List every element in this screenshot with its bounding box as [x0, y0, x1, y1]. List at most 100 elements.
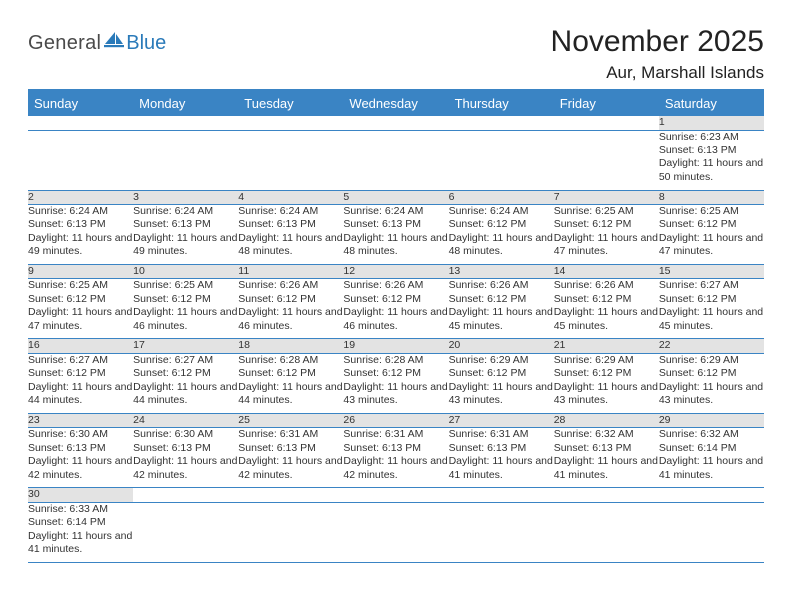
daylight-text: Daylight: 11 hours and 42 minutes.: [28, 455, 133, 482]
day-content-row: Sunrise: 6:24 AMSunset: 6:13 PMDaylight:…: [28, 204, 764, 264]
sunset-text: Sunset: 6:13 PM: [28, 442, 133, 455]
brand-blue-text: Blue: [126, 32, 166, 55]
daynum-row: 2345678: [28, 190, 764, 204]
sunset-text: Sunset: 6:12 PM: [343, 293, 448, 306]
sunrise-text: Sunrise: 6:31 AM: [449, 428, 554, 441]
weekday-header: Sunday: [28, 91, 133, 116]
sunset-text: Sunset: 6:12 PM: [659, 293, 764, 306]
sunset-text: Sunset: 6:12 PM: [28, 367, 133, 380]
weekday-header: Wednesday: [343, 91, 448, 116]
day-cell: Sunrise: 6:25 AMSunset: 6:12 PMDaylight:…: [28, 279, 133, 339]
daynum-row: 16171819202122: [28, 339, 764, 353]
sunrise-text: Sunrise: 6:27 AM: [659, 279, 764, 292]
day-cell: Sunrise: 6:32 AMSunset: 6:14 PMDaylight:…: [659, 428, 764, 488]
day-content-row: Sunrise: 6:33 AMSunset: 6:14 PMDaylight:…: [28, 502, 764, 562]
day-number-cell: 17: [133, 339, 238, 353]
day-cell: Sunrise: 6:25 AMSunset: 6:12 PMDaylight:…: [659, 204, 764, 264]
sunrise-text: Sunrise: 6:28 AM: [343, 354, 448, 367]
day-cell: Sunrise: 6:29 AMSunset: 6:12 PMDaylight:…: [659, 353, 764, 413]
day-number-cell: 6: [449, 190, 554, 204]
day-cell: Sunrise: 6:24 AMSunset: 6:13 PMDaylight:…: [133, 204, 238, 264]
day-number-cell: [659, 488, 764, 502]
sunrise-text: Sunrise: 6:24 AM: [28, 205, 133, 218]
day-cell: [343, 130, 448, 190]
sunset-text: Sunset: 6:12 PM: [449, 218, 554, 231]
weekday-header: Thursday: [449, 91, 554, 116]
title-block: November 2025 Aur, Marshall Islands: [551, 25, 764, 83]
sunrise-text: Sunrise: 6:29 AM: [659, 354, 764, 367]
sunrise-text: Sunrise: 6:29 AM: [554, 354, 659, 367]
day-number-cell: 19: [343, 339, 448, 353]
day-cell: Sunrise: 6:26 AMSunset: 6:12 PMDaylight:…: [554, 279, 659, 339]
daylight-text: Daylight: 11 hours and 46 minutes.: [343, 306, 448, 333]
sunrise-text: Sunrise: 6:27 AM: [133, 354, 238, 367]
day-content-row: Sunrise: 6:27 AMSunset: 6:12 PMDaylight:…: [28, 353, 764, 413]
sunset-text: Sunset: 6:13 PM: [238, 218, 343, 231]
daylight-text: Daylight: 11 hours and 44 minutes.: [28, 381, 133, 408]
calendar-header: Sunday Monday Tuesday Wednesday Thursday…: [28, 91, 764, 116]
daylight-text: Daylight: 11 hours and 46 minutes.: [133, 306, 238, 333]
day-number-cell: [554, 488, 659, 502]
day-number-cell: 7: [554, 190, 659, 204]
sunrise-text: Sunrise: 6:31 AM: [238, 428, 343, 441]
day-cell: Sunrise: 6:27 AMSunset: 6:12 PMDaylight:…: [659, 279, 764, 339]
day-cell: Sunrise: 6:31 AMSunset: 6:13 PMDaylight:…: [238, 428, 343, 488]
sunrise-text: Sunrise: 6:25 AM: [554, 205, 659, 218]
sunset-text: Sunset: 6:12 PM: [449, 367, 554, 380]
day-cell: Sunrise: 6:30 AMSunset: 6:13 PMDaylight:…: [133, 428, 238, 488]
calendar-body: 1Sunrise: 6:23 AMSunset: 6:13 PMDaylight…: [28, 116, 764, 562]
daynum-row: 30: [28, 488, 764, 502]
sunset-text: Sunset: 6:12 PM: [28, 293, 133, 306]
day-number-cell: 1: [659, 116, 764, 130]
day-cell: Sunrise: 6:23 AMSunset: 6:13 PMDaylight:…: [659, 130, 764, 190]
day-number-cell: [449, 116, 554, 130]
day-number-cell: 15: [659, 264, 764, 278]
day-number-cell: [238, 488, 343, 502]
daylight-text: Daylight: 11 hours and 48 minutes.: [238, 232, 343, 259]
day-cell: Sunrise: 6:24 AMSunset: 6:13 PMDaylight:…: [238, 204, 343, 264]
daylight-text: Daylight: 11 hours and 43 minutes.: [449, 381, 554, 408]
day-number-cell: [238, 116, 343, 130]
day-number-cell: [133, 488, 238, 502]
day-cell: Sunrise: 6:33 AMSunset: 6:14 PMDaylight:…: [28, 502, 133, 562]
day-cell: [554, 502, 659, 562]
daylight-text: Daylight: 11 hours and 42 minutes.: [343, 455, 448, 482]
month-title: November 2025: [551, 25, 764, 59]
day-number-cell: 29: [659, 413, 764, 427]
day-number-cell: 12: [343, 264, 448, 278]
day-cell: Sunrise: 6:28 AMSunset: 6:12 PMDaylight:…: [343, 353, 448, 413]
sunset-text: Sunset: 6:13 PM: [554, 442, 659, 455]
day-number-cell: 4: [238, 190, 343, 204]
daynum-row: 9101112131415: [28, 264, 764, 278]
sunset-text: Sunset: 6:13 PM: [659, 144, 764, 157]
sunset-text: Sunset: 6:13 PM: [343, 442, 448, 455]
sunrise-text: Sunrise: 6:25 AM: [133, 279, 238, 292]
daynum-row: 1: [28, 116, 764, 130]
daylight-text: Daylight: 11 hours and 43 minutes.: [343, 381, 448, 408]
day-number-cell: 25: [238, 413, 343, 427]
sunrise-text: Sunrise: 6:26 AM: [449, 279, 554, 292]
sunrise-text: Sunrise: 6:26 AM: [343, 279, 448, 292]
daylight-text: Daylight: 11 hours and 47 minutes.: [28, 306, 133, 333]
sunrise-text: Sunrise: 6:24 AM: [238, 205, 343, 218]
location-text: Aur, Marshall Islands: [551, 63, 764, 83]
day-number-cell: 11: [238, 264, 343, 278]
sunrise-text: Sunrise: 6:30 AM: [133, 428, 238, 441]
sunrise-text: Sunrise: 6:32 AM: [554, 428, 659, 441]
weekday-header: Saturday: [659, 91, 764, 116]
daylight-text: Daylight: 11 hours and 48 minutes.: [449, 232, 554, 259]
day-number-cell: [343, 488, 448, 502]
weekday-header: Friday: [554, 91, 659, 116]
sunrise-text: Sunrise: 6:33 AM: [28, 503, 133, 516]
day-number-cell: [28, 116, 133, 130]
calendar-page: General Blue November 2025 Aur, Marshall…: [0, 0, 792, 573]
day-cell: Sunrise: 6:24 AMSunset: 6:12 PMDaylight:…: [449, 204, 554, 264]
brand-general-text: General: [28, 32, 101, 55]
day-number-cell: 24: [133, 413, 238, 427]
day-number-cell: 2: [28, 190, 133, 204]
day-cell: Sunrise: 6:26 AMSunset: 6:12 PMDaylight:…: [238, 279, 343, 339]
day-cell: [343, 502, 448, 562]
day-number-cell: 20: [449, 339, 554, 353]
sunrise-text: Sunrise: 6:30 AM: [28, 428, 133, 441]
sunrise-text: Sunrise: 6:28 AM: [238, 354, 343, 367]
